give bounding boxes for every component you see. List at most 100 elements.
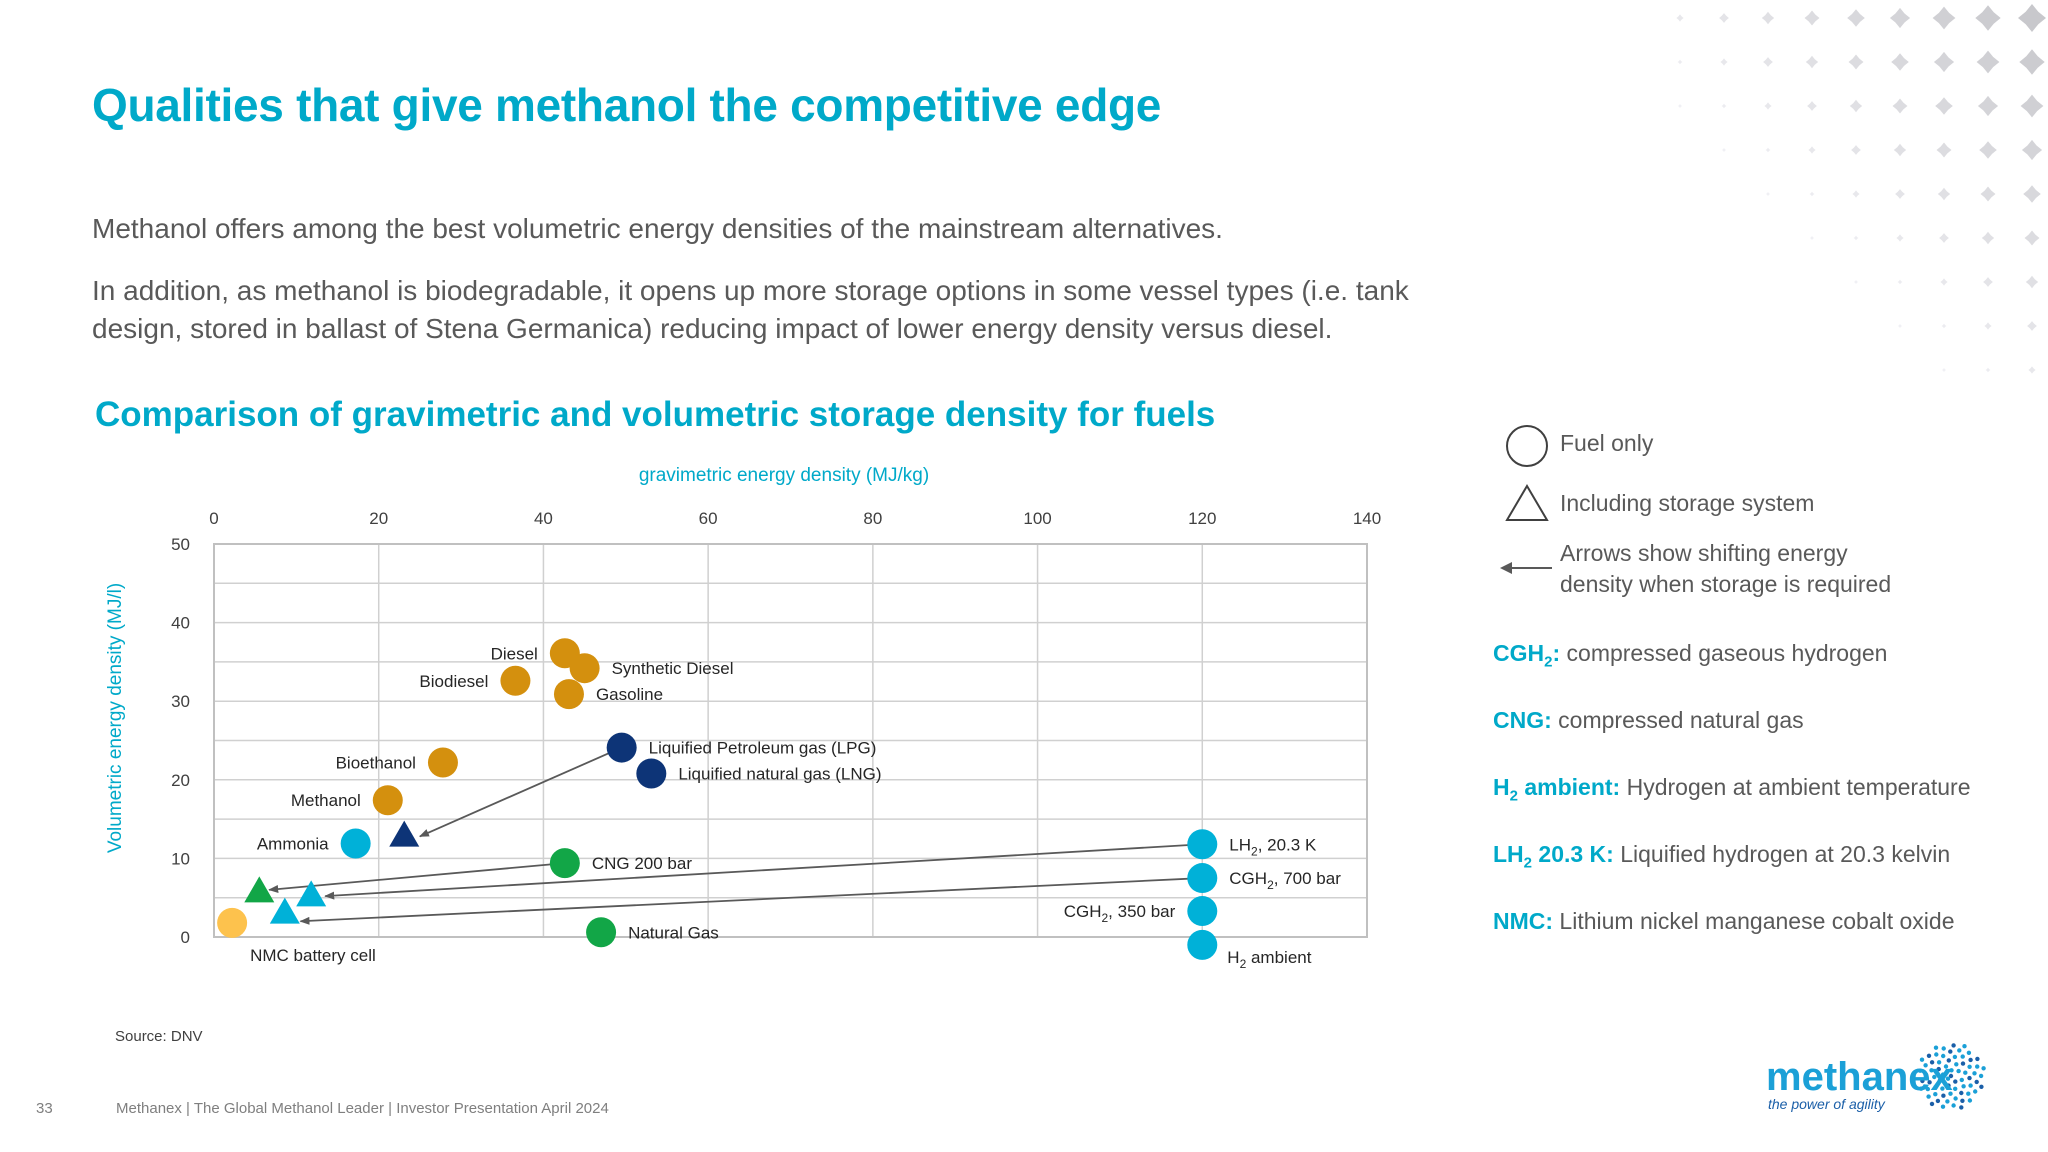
chart-ticks: 0 20 40 60 80 100 120 140 0 10 20 30 40 50 (171, 509, 1381, 947)
globe-dot (1953, 1079, 1958, 1084)
y-tick-label: 50 (171, 535, 190, 554)
point-label: Natural Gas (628, 923, 719, 942)
globe-dot (1979, 1084, 1984, 1089)
data-point-circle (1187, 929, 1218, 960)
globe-dot (1956, 1068, 1961, 1074)
globe-dot (1951, 1103, 1956, 1108)
decorative-dot (2019, 49, 2045, 75)
decorative-dot (1985, 367, 1991, 373)
globe-dot (1923, 1063, 1928, 1068)
globe-dot (1919, 1057, 1925, 1062)
point-label: Liquified natural gas (LNG) (678, 765, 881, 784)
globe-dot (1948, 1049, 1953, 1054)
globe-dot (1967, 1075, 1972, 1081)
globe-dot (1960, 1098, 1965, 1103)
decorative-dot (1849, 99, 1863, 113)
chart-heading: Comparison of gravimetric and volumetric… (95, 395, 1216, 434)
definition-text: compressed natural gas (1551, 707, 1804, 733)
globe-dot (1941, 1053, 1946, 1059)
decorative-dot (1722, 148, 1726, 152)
decorative-dot (1761, 11, 1775, 25)
globe-dot (1933, 1085, 1938, 1090)
globe-dot (1918, 1068, 1923, 1073)
decorative-dot (1932, 6, 1956, 30)
data-point-circle (1187, 829, 1218, 860)
intro-paragraph-1: Methanol offers among the best volumetri… (92, 213, 1223, 244)
globe-dot (1954, 1062, 1959, 1067)
x-tick-label: 140 (1353, 509, 1381, 528)
decorative-dot (2018, 4, 2046, 32)
decorative-dot (1677, 59, 1683, 65)
globe-dot (1963, 1070, 1968, 1075)
globe-dot (1941, 1093, 1946, 1098)
point-label: H2 ambient (1227, 948, 1311, 971)
legend-arrows-text: Arrows show shifting energy density when… (1560, 538, 1891, 600)
decorative-dot (1937, 187, 1951, 201)
decorative-dot (1977, 95, 1999, 117)
legend-arrows-line-1: Arrows show shifting energy (1560, 540, 1848, 566)
point-label: Synthetic Diesel (612, 659, 734, 678)
globe-dot (1929, 1068, 1934, 1073)
point-label: Liquified Petroleum gas (LPG) (649, 739, 877, 758)
globe-dot (1936, 1060, 1942, 1065)
definition-abbreviation: CGH2: (1493, 640, 1561, 671)
data-point-circle (1187, 863, 1218, 894)
decorative-dot (1852, 190, 1860, 198)
definition-text: Lithium nickel manganese cobalt oxide (1553, 908, 1955, 934)
decorative-dot (1805, 55, 1819, 69)
decorative-dot (1847, 9, 1865, 27)
data-point-circle (549, 848, 580, 879)
data-point-circle (1187, 896, 1218, 927)
decorative-dot (1807, 101, 1817, 111)
decorative-dot (1810, 236, 1814, 240)
globe-dot (1978, 1073, 1984, 1079)
page-title: Qualities that give methanol the competi… (92, 79, 1162, 131)
decorative-dot (1678, 104, 1682, 108)
globe-dot (1948, 1091, 1953, 1096)
legend-including-storage-label: Including storage system (1560, 489, 1815, 516)
decorative-dot (2020, 94, 2044, 118)
decorative-dot (1979, 141, 1997, 159)
globe-dot (1946, 1058, 1951, 1063)
shift-arrow (418, 746, 623, 838)
decorative-dot (1851, 145, 1861, 155)
definition-abbreviation: LH2 20.3 K: (1493, 841, 1614, 872)
globe-dot (1933, 1092, 1938, 1097)
globe-dot (1959, 1077, 1964, 1083)
data-point-circle (569, 653, 600, 684)
definition-text: Liquified hydrogen at 20.3 kelvin (1613, 841, 1951, 867)
x-axis-label: gravimetric energy density (MJ/kg) (639, 465, 929, 486)
decorative-dot (1763, 57, 1773, 67)
page-number: 33 (36, 1100, 53, 1117)
data-point-circle (372, 785, 403, 816)
y-tick-label: 20 (171, 771, 190, 790)
point-label: Gasoline (596, 685, 663, 704)
decorative-dot (1975, 5, 2001, 31)
definition-row: CGH2: compressed gaseous hydrogen (1493, 640, 1887, 671)
globe-dot (1925, 1086, 1930, 1092)
decorative-dot (1942, 368, 1946, 372)
globe-dot (1941, 1046, 1946, 1051)
decorative-dot (2028, 366, 2036, 374)
data-point-circle (340, 828, 371, 859)
globe-dot (1932, 1074, 1937, 1080)
decorative-dot (1765, 147, 1771, 153)
data-point-triangle (296, 880, 327, 907)
globe-dot (1923, 1072, 1929, 1077)
shift-arrow (299, 877, 1203, 925)
globe-dot (1975, 1064, 1980, 1069)
globe-dot (1951, 1043, 1956, 1048)
legend-fuel-only-label: Fuel only (1560, 429, 1654, 456)
decorative-dot (1976, 50, 2000, 74)
x-tick-label: 60 (699, 509, 718, 528)
decorative-dot (1895, 189, 1905, 199)
decorative-dot (1940, 278, 1948, 286)
globe-dot (1935, 1098, 1941, 1104)
point-label: NMC battery cell (250, 946, 376, 965)
intro-text: Methanol offers among the best volumetri… (92, 210, 1492, 372)
definition-text: compressed gaseous hydrogen (1560, 640, 1888, 666)
globe-dot (1933, 1045, 1939, 1050)
decorative-dot (1984, 322, 1992, 330)
globe-dot (1972, 1071, 1977, 1076)
decorative-dot (1941, 323, 1947, 329)
